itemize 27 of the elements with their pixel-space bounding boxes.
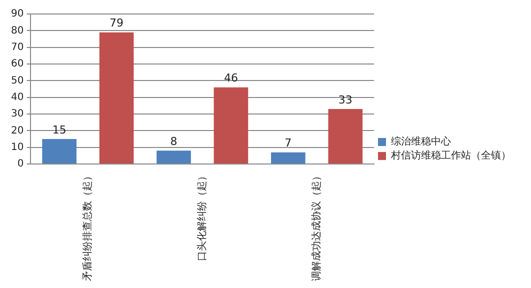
- y-tick-label: 50: [10, 75, 24, 86]
- y-tick-label: 30: [10, 108, 24, 120]
- bar: [328, 109, 363, 164]
- bar: [271, 152, 306, 164]
- bar: [214, 87, 248, 164]
- legend-label: 综治维稳中心: [391, 136, 451, 148]
- legend-label: 村信访维稳工作站（全镇）: [390, 150, 511, 162]
- bar: [42, 139, 76, 164]
- y-tick-label: 20: [10, 125, 24, 136]
- y-tick-label: 60: [10, 58, 24, 70]
- y-tick-label: 90: [10, 8, 24, 20]
- x-tick-label: 矛盾纠纷排查总数（起）: [82, 171, 94, 281]
- y-tick-label: 80: [10, 25, 24, 36]
- data-label: 46: [224, 72, 238, 85]
- x-tick-label: 调解成功达成协议（起）: [310, 171, 322, 281]
- x-tick-label: 口头化解纠纷（起）: [196, 171, 208, 261]
- y-tick-label: 0: [17, 158, 24, 170]
- data-label: 7: [284, 136, 292, 150]
- bar: [99, 32, 134, 164]
- data-label: 33: [338, 93, 352, 106]
- data-label: 15: [52, 123, 66, 136]
- bar: [156, 150, 191, 164]
- y-tick-label: 70: [10, 42, 24, 53]
- y-tick-label: 40: [10, 92, 24, 103]
- data-label: 79: [110, 16, 124, 30]
- data-label: 8: [170, 135, 178, 148]
- y-tick-label: 10: [10, 142, 24, 153]
